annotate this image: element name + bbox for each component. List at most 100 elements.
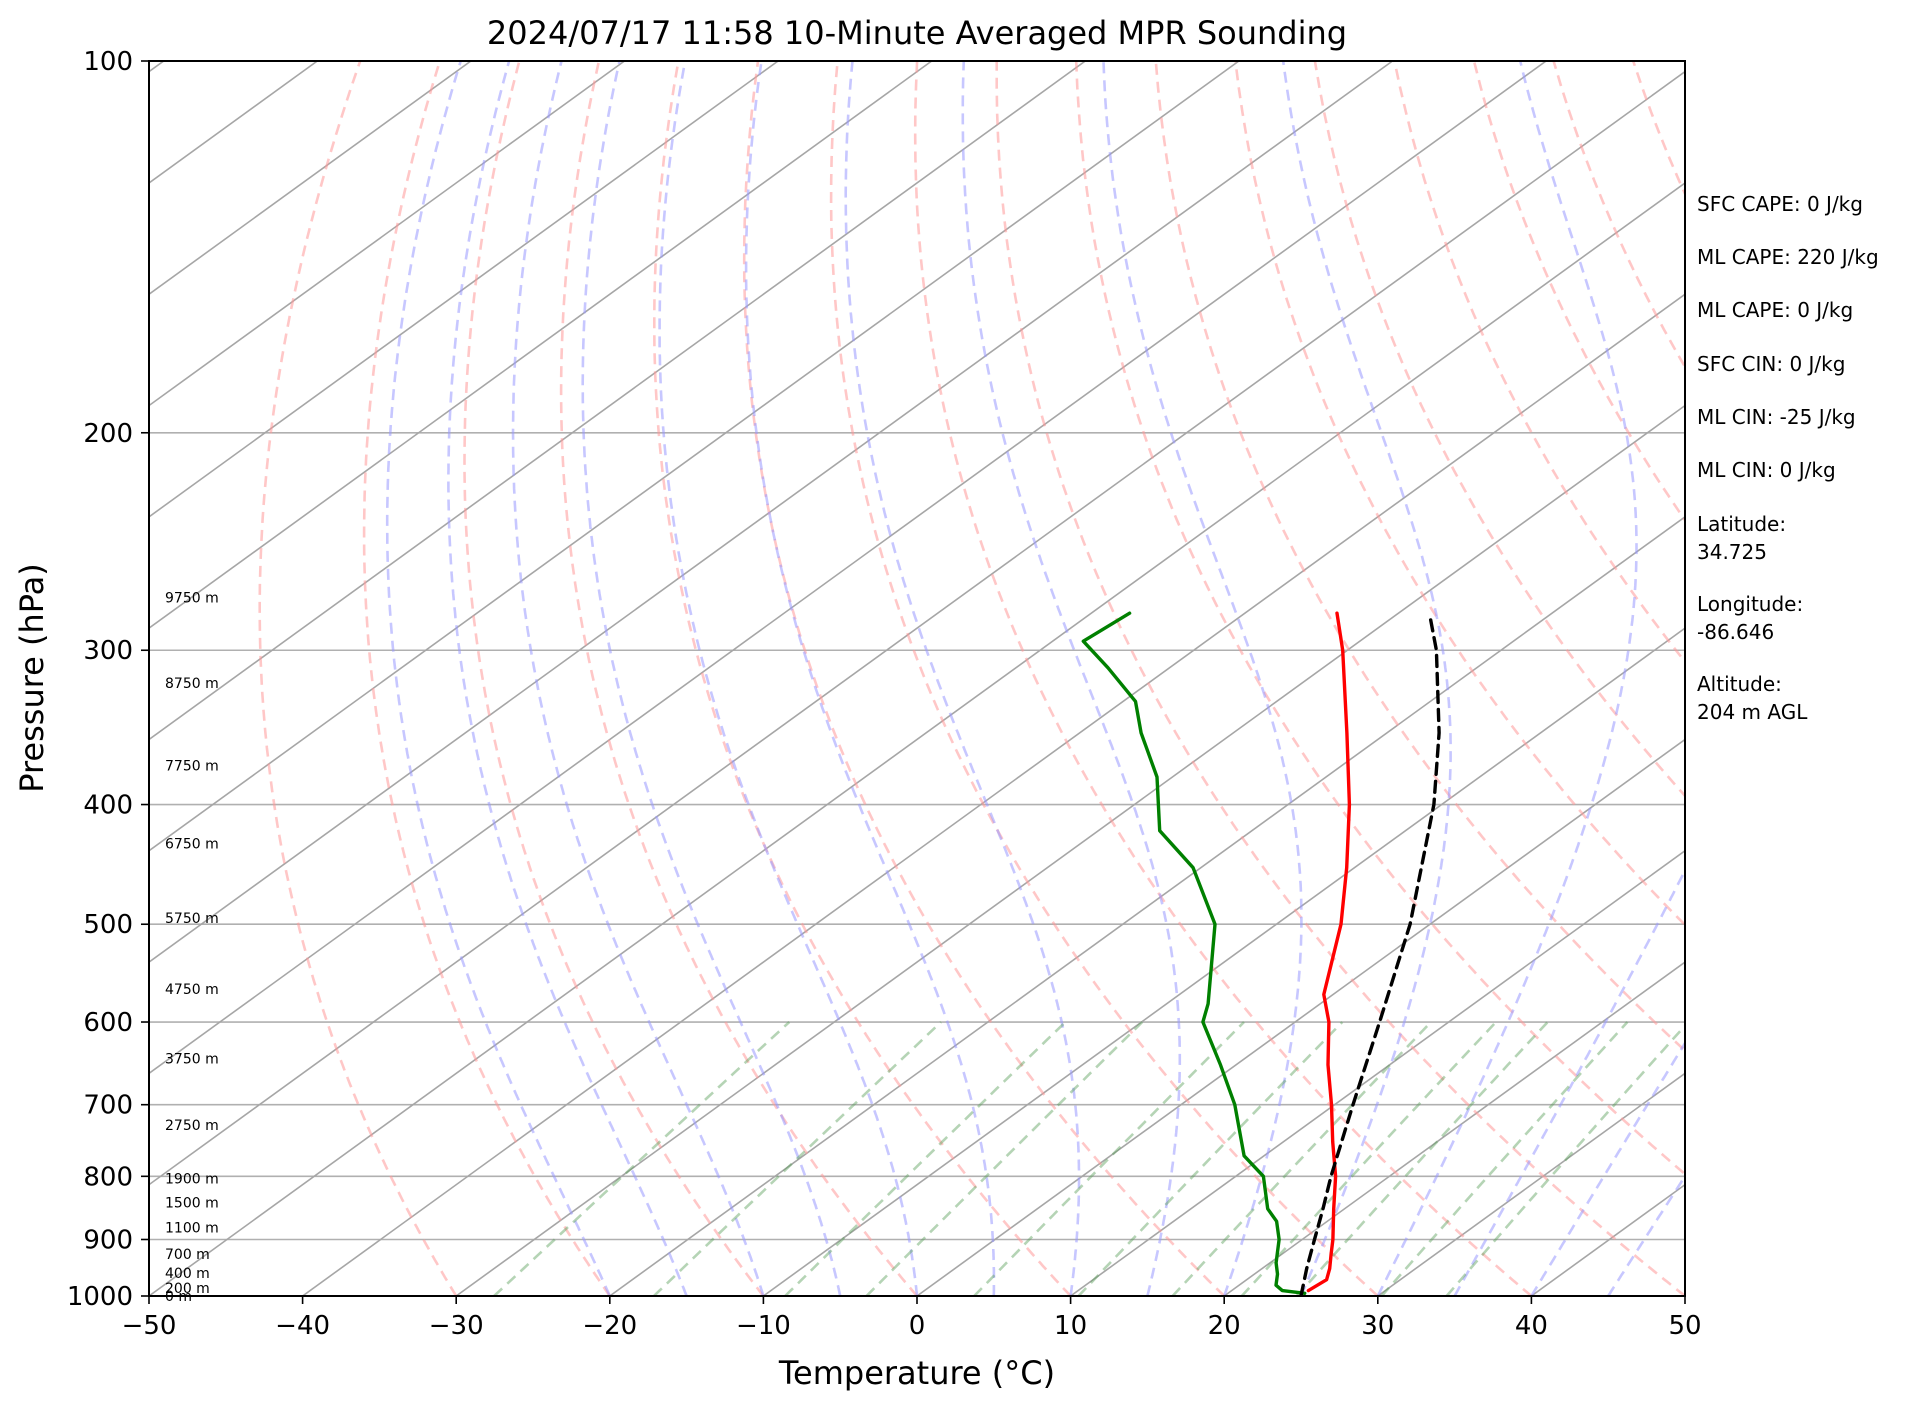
y-tick-label: 700 bbox=[83, 1091, 133, 1121]
isotherm-gridline bbox=[149, 181, 1685, 1296]
isotherm-gridline bbox=[302, 293, 1685, 1296]
moist-adiabat bbox=[511, 61, 765, 1296]
isotherm-gridline bbox=[1070, 849, 1685, 1296]
dry-adiabat bbox=[742, 61, 1226, 1296]
mixing-ratio-line bbox=[1077, 1021, 1344, 1296]
isotherm-gridline bbox=[609, 515, 1685, 1296]
height-label: 4750 m bbox=[165, 982, 219, 998]
y-tick-label: 800 bbox=[83, 1162, 133, 1192]
y-tick-label: 600 bbox=[83, 1008, 133, 1038]
height-label: 1500 m bbox=[165, 1195, 219, 1211]
mixing-ratio-line bbox=[973, 1021, 1245, 1296]
dry-adiabat bbox=[1234, 61, 1685, 927]
plot-background bbox=[149, 61, 1685, 1296]
mixing-ratio-line bbox=[493, 1021, 791, 1296]
moist-adiabat bbox=[1453, 867, 1685, 1296]
isotherm-gridline bbox=[1223, 961, 1685, 1296]
y-tick-label: 300 bbox=[83, 636, 133, 666]
isotherm-gridline bbox=[762, 627, 1685, 1296]
isotherm-gridline bbox=[916, 738, 1685, 1296]
y-axis-label: Pressure (hPa) bbox=[13, 563, 51, 793]
isotherm-gridline bbox=[1377, 1072, 1685, 1296]
x-tick-label: −20 bbox=[582, 1311, 637, 1341]
mixing-ratio-line bbox=[1380, 1021, 1629, 1296]
isotherm-gridline bbox=[149, 61, 625, 407]
dry-adiabat bbox=[463, 61, 765, 1296]
x-tick-label: −40 bbox=[275, 1311, 330, 1341]
mixing-ratio-line bbox=[1445, 1023, 1685, 1296]
plot-area bbox=[149, 61, 1685, 1296]
mixing-ratio-line bbox=[1171, 1021, 1432, 1296]
x-tick-label: 20 bbox=[1208, 1311, 1241, 1341]
dry-adiabat bbox=[1393, 61, 1685, 664]
x-axis-label: Temperature (°C) bbox=[778, 1354, 1055, 1392]
x-tick-label: 10 bbox=[1054, 1311, 1087, 1341]
mixing-ratio-line bbox=[1240, 1021, 1497, 1296]
dry-adiabat bbox=[995, 61, 1685, 1296]
height-label: 200 m bbox=[165, 1281, 210, 1297]
x-tick-label: −50 bbox=[122, 1311, 177, 1341]
annotation-text: ML CIN: -25 J/kg bbox=[1697, 405, 1856, 429]
x-tick-label: 40 bbox=[1515, 1311, 1548, 1341]
y-tick-label: 900 bbox=[83, 1225, 133, 1255]
annotation-text: Altitude: 204 m AGL bbox=[1697, 672, 1808, 724]
moist-adiabat bbox=[844, 61, 1081, 1296]
mixing-ratio-line bbox=[784, 1021, 1067, 1296]
height-label: 6750 m bbox=[165, 836, 219, 852]
isotherm-gridline bbox=[455, 404, 1685, 1296]
isotherm-gridline bbox=[149, 61, 472, 296]
isotherm-gridline bbox=[149, 61, 1393, 964]
annotation-text: SFC CIN: 0 J/kg bbox=[1697, 352, 1846, 376]
y-tick-label: 500 bbox=[83, 910, 133, 940]
height-label: 7750 m bbox=[165, 759, 219, 775]
moist-adiabat bbox=[385, 61, 611, 1296]
height-label: 700 m bbox=[165, 1247, 210, 1263]
y-tick-label: 100 bbox=[83, 47, 133, 77]
isotherm-gridline bbox=[149, 61, 933, 630]
annotation-text: ML CAPE: 220 J/kg bbox=[1697, 245, 1879, 269]
isotherm-gridline bbox=[149, 61, 1547, 1075]
annotation-text: ML CAPE: 0 J/kg bbox=[1697, 298, 1854, 322]
x-tick-label: 0 bbox=[909, 1311, 926, 1341]
annotation-text: Longitude: -86.646 bbox=[1697, 592, 1804, 644]
parcel-profile bbox=[1299, 617, 1441, 1296]
sounding-profiles bbox=[1081, 611, 1441, 1296]
temperature-profile bbox=[1306, 611, 1352, 1293]
x-axis-ticks: −50 −40 −30 −20 −10 0 10 20 30 40 50 bbox=[122, 1296, 1702, 1341]
moist-adiabat bbox=[658, 61, 919, 1296]
x-tick-label: −30 bbox=[429, 1311, 484, 1341]
dry-adiabat bbox=[1074, 61, 1685, 1176]
isotherm-gridline bbox=[149, 61, 1240, 852]
annotation-text: Latitude: 34.725 bbox=[1697, 512, 1787, 564]
mixing-ratio-line bbox=[1295, 1021, 1549, 1296]
moist-adiabat bbox=[1281, 61, 1452, 1296]
chart-title: 2024/07/17 11:58 10-Minute Averaged MPR … bbox=[487, 14, 1347, 52]
dewpoint-profile bbox=[1081, 611, 1307, 1296]
x-tick-label: 50 bbox=[1668, 1311, 1701, 1341]
isotherm-gridline bbox=[149, 61, 779, 518]
height-label: 2750 m bbox=[165, 1118, 219, 1134]
dry-adiabat bbox=[1313, 61, 1685, 798]
x-tick-label: 30 bbox=[1361, 1311, 1394, 1341]
dry-adiabat bbox=[829, 61, 1379, 1296]
dry-adiabat bbox=[913, 61, 1533, 1296]
moist-adiabat bbox=[744, 61, 996, 1296]
annotation-text: SFC CAPE: 0 J/kg bbox=[1697, 192, 1863, 216]
dry-adiabat bbox=[1154, 61, 1685, 1053]
y-axis-ticks: 1000 900 800 700 600 500 400 300 200 100 bbox=[67, 47, 149, 1312]
annotation-text: ML CIN: 0 J/kg bbox=[1697, 458, 1836, 482]
isotherm-gridline bbox=[149, 70, 1685, 1186]
height-label: 1100 m bbox=[165, 1220, 219, 1236]
y-tick-label: 200 bbox=[83, 419, 133, 449]
dry-adiabat bbox=[652, 61, 1072, 1296]
dry-adiabat bbox=[258, 61, 458, 1296]
dry-adiabat bbox=[559, 61, 918, 1296]
dry-adiabat bbox=[362, 61, 611, 1296]
height-label: 9750 m bbox=[165, 591, 219, 607]
y-tick-label: 400 bbox=[83, 791, 133, 821]
height-label: 400 m bbox=[165, 1266, 210, 1282]
mixing-ratio-line bbox=[865, 1021, 1144, 1296]
x-tick-label: −10 bbox=[736, 1311, 791, 1341]
y-tick-label: 1000 bbox=[67, 1282, 133, 1312]
